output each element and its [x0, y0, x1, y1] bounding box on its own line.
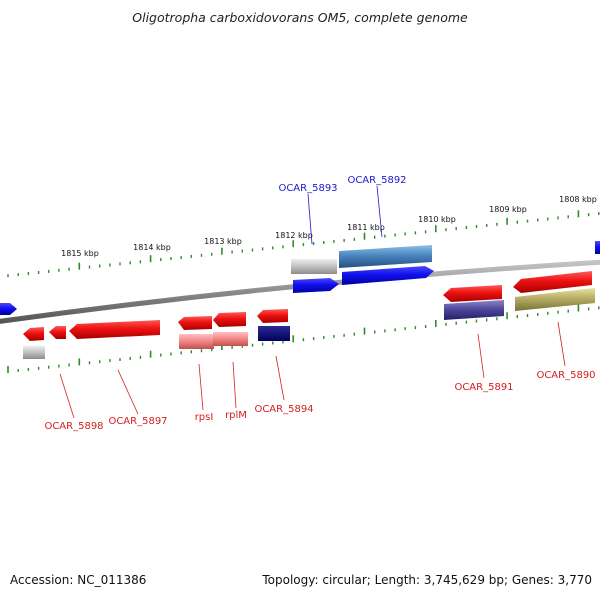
leader-5893	[307, 193, 313, 245]
ruler-labels: 1815 kbp 1814 kbp 1813 kbp 1812 kbp 1811…	[61, 195, 597, 258]
leader-rplM	[232, 361, 237, 409]
tick-label-1815: 1815 kbp	[61, 249, 99, 258]
inner-ruler	[7, 304, 600, 374]
tick-label-1808: 1808 kbp	[559, 195, 597, 204]
gene-5898-arrow-a[interactable]	[23, 327, 44, 341]
forward-gene-labels: OCAR_5893 OCAR_5892	[278, 175, 407, 245]
tick-label-1813: 1813 kbp	[204, 237, 242, 246]
leader-5890	[557, 321, 566, 367]
gene-5891-arrow[interactable]	[443, 285, 502, 302]
gene-5891-feature[interactable]	[444, 300, 504, 320]
gene-5893-arrow[interactable]	[293, 278, 339, 293]
gene-rplM-arrow[interactable]	[213, 312, 246, 327]
accession-text: Accession: NC_011386	[10, 573, 147, 587]
label-ocar-5891[interactable]: OCAR_5891	[454, 382, 513, 393]
gene-5894-feature[interactable]	[258, 326, 290, 341]
label-ocar-5892[interactable]: OCAR_5892	[347, 175, 406, 186]
leader-5898	[59, 373, 75, 419]
gene-5897-arrow[interactable]	[69, 320, 160, 339]
forward-strand-genes	[291, 241, 600, 293]
gene-5893-feature[interactable]	[291, 259, 337, 274]
gene-rplM-feature[interactable]	[213, 332, 248, 346]
gene-5898-arrow-b[interactable]	[49, 326, 66, 339]
tick-label-1811: 1811 kbp	[347, 223, 385, 232]
gene-right-edge-arrow[interactable]	[595, 241, 600, 254]
leader-rpsI	[198, 363, 204, 411]
tick-label-1809: 1809 kbp	[489, 205, 527, 214]
gene-rpsI-feature[interactable]	[179, 334, 214, 349]
gene-5890-feature[interactable]	[515, 288, 595, 311]
label-rplM[interactable]: rplM	[225, 410, 247, 421]
topology-text: Topology: circular; Length: 3,745,629 bp…	[262, 573, 592, 587]
label-rpsI[interactable]: rpsI	[195, 412, 214, 423]
reverse-strand-genes	[0, 271, 595, 359]
label-ocar-5898[interactable]: OCAR_5898	[44, 421, 103, 432]
genome-title: Oligotropha carboxidovorans OM5, complet…	[132, 10, 468, 25]
reverse-gene-labels: OCAR_5898 OCAR_5897 rpsI rplM OCAR_5894 …	[44, 321, 596, 432]
gene-5898-feature[interactable]	[23, 346, 45, 359]
label-ocar-5890[interactable]: OCAR_5890	[536, 370, 595, 381]
tick-label-1812: 1812 kbp	[275, 231, 313, 240]
leader-5891	[477, 333, 485, 379]
gene-5894-arrow[interactable]	[257, 309, 288, 323]
leader-5897	[117, 369, 139, 415]
label-ocar-5897[interactable]: OCAR_5897	[108, 416, 167, 427]
tick-label-1814: 1814 kbp	[133, 243, 171, 252]
label-ocar-5893[interactable]: OCAR_5893	[278, 183, 337, 194]
gene-rpsI-arrow[interactable]	[178, 316, 212, 330]
tick-label-1810: 1810 kbp	[418, 215, 456, 224]
outer-ruler	[7, 210, 600, 278]
gene-5892-feature[interactable]	[339, 245, 432, 268]
gene-5892-arrow[interactable]	[342, 266, 434, 285]
gene-left-edge-arrow[interactable]	[0, 303, 17, 315]
label-ocar-5894[interactable]: OCAR_5894	[254, 404, 313, 415]
leader-5894	[275, 355, 285, 401]
leader-5892	[376, 185, 383, 238]
gene-5890-arrow[interactable]	[513, 271, 592, 293]
